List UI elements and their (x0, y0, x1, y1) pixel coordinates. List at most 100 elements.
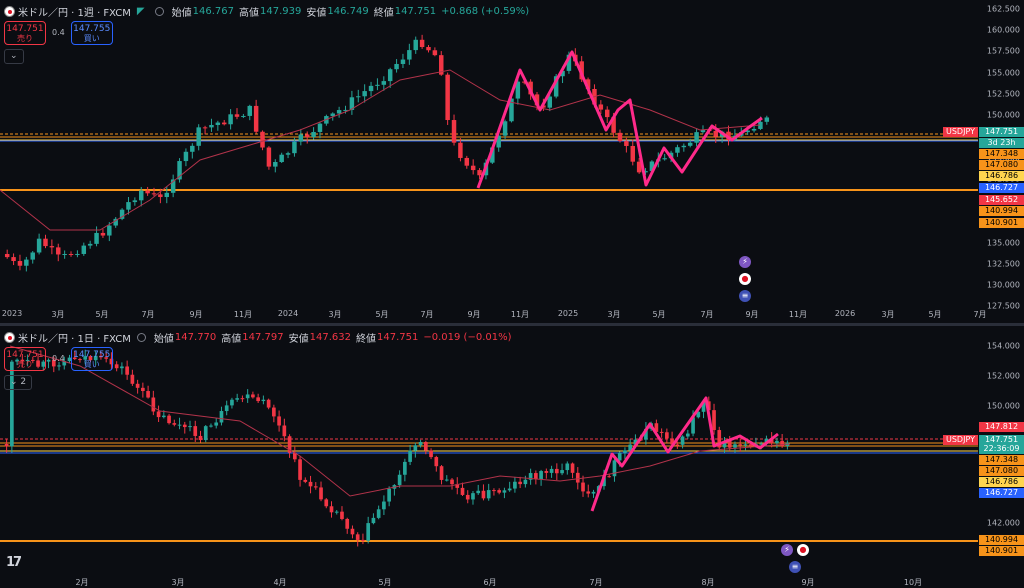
spread-value: 0.4 (52, 28, 65, 37)
candle-body (394, 63, 399, 70)
daily-buy-button[interactable]: 147.755 買い (70, 347, 113, 371)
buy-price: 147.755 (73, 24, 111, 34)
candle-body (120, 366, 124, 369)
candle-body (497, 490, 502, 493)
candle-body (628, 444, 633, 451)
candle-body (135, 383, 140, 388)
price-label-level-orange: 140.901 (979, 218, 1024, 228)
candle-body (418, 442, 423, 446)
weekly-buy-button[interactable]: 147.755 買い (70, 21, 113, 45)
tradingview-logo[interactable]: 17 (6, 555, 22, 570)
daily-chart-canvas[interactable] (0, 326, 1024, 588)
visibility-icon[interactable] (136, 332, 146, 342)
candle-body (202, 127, 208, 129)
change-value: +0.868 (+0.59%) (441, 5, 530, 17)
open-value: 147.770 (174, 331, 217, 343)
candle-body (336, 110, 342, 114)
candle-body (167, 415, 171, 424)
lightning-icon[interactable]: ⚡ (781, 544, 793, 556)
lightning-icon[interactable]: ⚡ (739, 256, 751, 268)
weekly-chart-pane[interactable]: 米ドル／円 · 1週 · FXCM ◤ 始値 146.767 高値 147.939 … (0, 0, 1024, 324)
candle-body (464, 157, 470, 166)
candle-body (743, 444, 748, 446)
visibility-icon[interactable] (154, 6, 164, 16)
candle-body (158, 194, 163, 198)
candle-body (780, 440, 784, 447)
daily-sell-button[interactable]: 147.751 売り (4, 347, 46, 371)
weekly-chart-canvas[interactable] (0, 0, 1024, 324)
daily-collapse-button[interactable]: ⌄ 2 (4, 375, 33, 390)
candle-body (368, 85, 374, 92)
candle-body (397, 474, 402, 486)
candle-body (513, 481, 517, 489)
price-tick: 135.000 (986, 238, 1020, 248)
weekly-collapse-button[interactable]: ⌄ (4, 49, 24, 64)
candle-body (303, 479, 308, 482)
price-label-level-red: 147.812 (979, 422, 1024, 432)
candle-body (361, 539, 365, 541)
open-label: 始値 (171, 7, 192, 19)
candle-body (196, 127, 201, 146)
candle-body (685, 433, 690, 437)
candle-body (62, 253, 67, 255)
daily-trade-panel: 147.751 売り 0.4 147.755 買い (4, 347, 113, 371)
candle-body (518, 481, 522, 485)
price-label-level-orange: 147.080 (979, 160, 1024, 170)
candle-body (408, 450, 412, 462)
candle-body (287, 436, 292, 453)
candle-body (553, 76, 559, 97)
candle-body (253, 105, 259, 132)
daily-price-axis[interactable]: 154.000 152.000 150.000 142.000 147.812 USDJP… (943, 326, 1024, 588)
us-flag-icon[interactable]: ≡ (739, 290, 751, 302)
candle-body (407, 50, 412, 60)
candle-body (126, 202, 131, 210)
weekly-trade-panel: 147.751 売り 0.4 147.755 買い (4, 21, 113, 45)
candle-body (279, 154, 284, 163)
candle-body (151, 193, 157, 195)
price-label-tag: USDJPY (943, 127, 978, 137)
candle-body (675, 444, 680, 446)
daily-symbol-title[interactable]: 米ドル／円 · 1日 · FXCM (18, 333, 131, 345)
candle-body (376, 509, 381, 518)
candle-body (224, 405, 229, 412)
candle-body (387, 488, 391, 502)
candle-body (713, 130, 718, 137)
candle-body (429, 450, 433, 458)
candle-body (528, 473, 533, 480)
candle-body (654, 423, 659, 432)
candle-body (350, 528, 355, 535)
us-flag-icon[interactable]: ≡ (789, 561, 801, 573)
candle-body (375, 84, 380, 86)
price-label-level-blue: 146.727 (979, 183, 1024, 193)
candle-body (317, 123, 323, 132)
candle-body (565, 463, 570, 471)
candle-body (502, 490, 507, 493)
daily-chart-pane[interactable]: 米ドル／円 · 1日 · FXCM 始値 147.770 高値 147.797 安値… (0, 326, 1024, 588)
candle-body (30, 359, 35, 361)
candle-body (554, 468, 559, 474)
price-label-level-yellow: 146.786 (979, 171, 1024, 181)
candle-body (681, 145, 687, 148)
candle-body (20, 359, 25, 362)
candle-body (581, 482, 585, 492)
candle-body (534, 473, 538, 480)
candle-body (432, 50, 438, 56)
candle-body (266, 399, 271, 408)
candle-body (329, 506, 334, 513)
weekly-symbol-title[interactable]: 米ドル／円 · 1週 · FXCM (18, 7, 131, 19)
candle-body (451, 120, 457, 143)
candle-body (659, 431, 664, 433)
weekly-price-axis[interactable]: 162.500 160.000 157.500 155.000 152.500 150.0… (943, 0, 1024, 324)
price-label-level-orange: 140.994 (979, 535, 1024, 545)
candle-body (119, 209, 125, 219)
candle-body (549, 468, 554, 473)
candle-body (611, 117, 616, 133)
candle-body (439, 466, 444, 480)
spread-value: 0.4 (52, 354, 65, 363)
jp-flag-icon[interactable]: ● (739, 273, 751, 285)
weekly-sell-button[interactable]: 147.751 売り (4, 21, 46, 45)
jp-flag-icon[interactable]: ● (797, 544, 809, 556)
price-label-level-orange: 147.080 (979, 466, 1024, 476)
pane-divider[interactable] (0, 323, 1024, 326)
candle-body (24, 259, 29, 266)
